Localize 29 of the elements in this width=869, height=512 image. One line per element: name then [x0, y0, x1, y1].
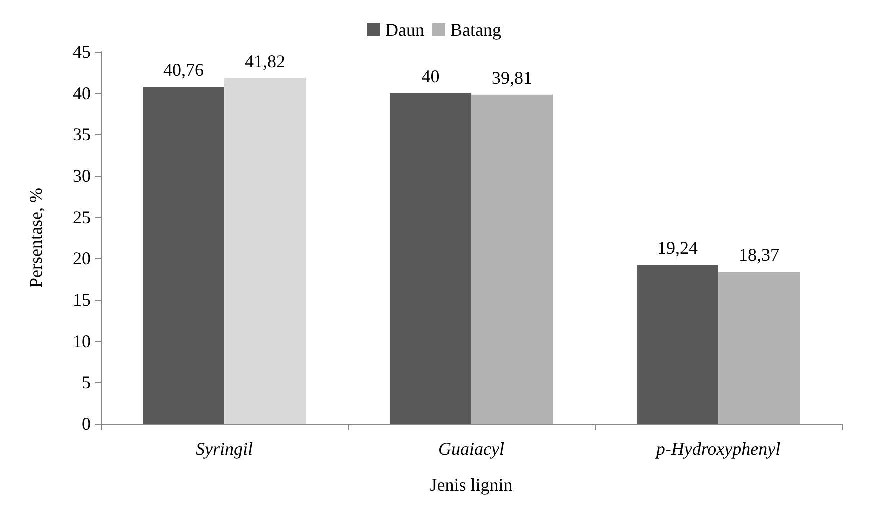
bar [142, 87, 224, 424]
x-axis-title: Jenis lignin [430, 475, 513, 495]
y-axis-title: Persentase, % [26, 188, 46, 288]
bar [718, 272, 800, 424]
y-tick-label: 30 [73, 166, 91, 186]
y-tick-label: 10 [73, 331, 91, 352]
y-tick-label: 5 [82, 372, 91, 393]
y-tick-label: 15 [73, 290, 91, 310]
x-tick-label: Guaiacyl [438, 439, 504, 459]
data-label: 19,24 [657, 238, 698, 258]
x-tick-label: Syringil [196, 439, 253, 459]
y-tick-label: 25 [73, 207, 91, 228]
legend-label: Daun [386, 20, 425, 40]
y-tick-label: 45 [73, 42, 91, 62]
y-tick-label: 35 [73, 124, 91, 145]
bar [224, 78, 306, 424]
data-label: 40 [422, 66, 440, 86]
legend-label: Batang [450, 20, 502, 40]
data-label: 39,81 [492, 68, 533, 88]
y-tick-label: 20 [73, 248, 91, 269]
bar [636, 264, 718, 424]
data-label: 41,82 [245, 51, 286, 72]
y-tick-label: 0 [82, 414, 91, 434]
x-tick-label: p-Hydroxyphenyl [654, 439, 781, 459]
data-label: 18,37 [739, 245, 780, 266]
data-label: 40,76 [163, 60, 204, 80]
y-tick-label: 40 [73, 83, 91, 104]
bar [390, 93, 472, 424]
bar [472, 94, 554, 424]
